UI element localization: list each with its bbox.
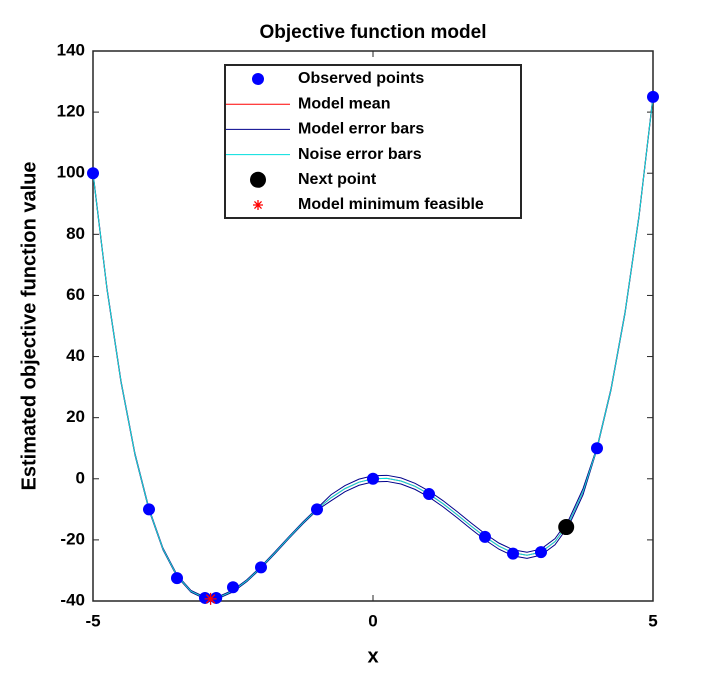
x-tick-label: -5 <box>85 611 100 630</box>
x-tick-label: 5 <box>648 611 657 630</box>
y-tick-label: 60 <box>66 285 85 304</box>
model-minimum <box>204 592 217 605</box>
y-axis-label: Estimated objective function value <box>18 162 40 491</box>
y-tick-label: 140 <box>57 40 85 59</box>
observed-point <box>647 90 659 103</box>
legend-label: Noise error bars <box>298 146 422 163</box>
legend-label: Observed points <box>298 70 424 87</box>
y-tick-label: -40 <box>60 590 85 609</box>
observed-point <box>171 572 183 585</box>
x-tick-label: 0 <box>368 611 377 630</box>
y-tick-label: 100 <box>57 163 85 182</box>
observed-point <box>423 488 435 501</box>
observed-point <box>591 442 603 455</box>
observed-point <box>507 547 519 560</box>
observed-point <box>367 472 379 485</box>
y-tick-label: 80 <box>66 224 85 243</box>
legend-symbol <box>250 171 266 188</box>
plot-frame <box>92 50 654 602</box>
observed-point <box>479 530 491 543</box>
legend-label: Model minimum feasible <box>298 196 484 213</box>
legend-label: Model error bars <box>298 121 424 138</box>
observed-point <box>311 503 323 516</box>
legend-label: Model mean <box>298 95 390 112</box>
x-axis-label: x <box>367 645 378 667</box>
observed-point <box>227 581 239 594</box>
legend-box <box>224 64 522 219</box>
observed-point <box>87 167 99 180</box>
y-tick-label: -20 <box>60 529 85 548</box>
legend-symbol <box>252 73 264 85</box>
observed-point <box>255 561 267 574</box>
y-tick-label: 40 <box>66 346 85 365</box>
legend-label: Next point <box>298 171 377 188</box>
chart-title: Objective function model <box>260 22 487 43</box>
observed-point <box>535 546 547 559</box>
observed-point <box>143 503 155 516</box>
next-point <box>558 519 575 536</box>
y-tick-label: 0 <box>76 468 85 487</box>
legend-symbol <box>253 200 263 210</box>
y-tick-label: 20 <box>66 407 85 426</box>
y-tick-label: 120 <box>57 102 85 121</box>
